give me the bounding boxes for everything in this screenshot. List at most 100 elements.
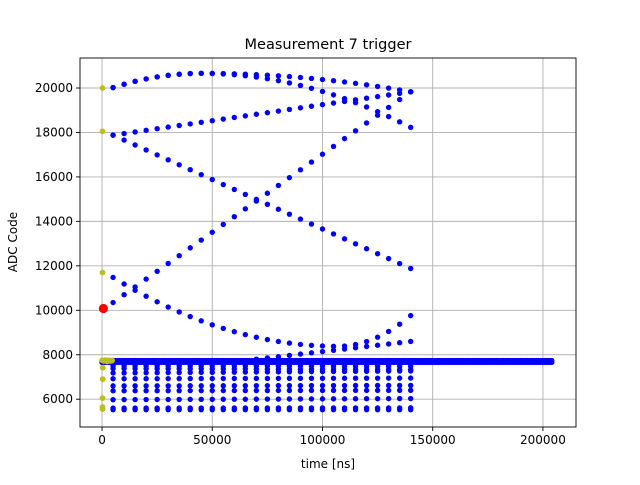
data-point	[374, 382, 381, 389]
data-point	[319, 375, 326, 381]
data-point	[187, 167, 193, 173]
data-point	[341, 98, 348, 105]
data-point	[374, 93, 381, 100]
data-point	[253, 369, 260, 375]
data-point	[319, 101, 326, 108]
data-point	[231, 328, 238, 335]
data-point	[352, 128, 359, 134]
data-point	[341, 406, 348, 413]
data-point	[143, 375, 149, 382]
data-point	[352, 97, 359, 103]
data-point	[341, 135, 348, 142]
data-point	[308, 350, 315, 356]
data-point	[220, 369, 226, 375]
pre-trigger-point	[99, 406, 106, 413]
data-point	[143, 147, 149, 153]
data-point	[209, 117, 215, 124]
data-point	[132, 383, 138, 389]
data-point	[341, 346, 348, 352]
data-point	[242, 396, 249, 402]
data-point	[330, 92, 337, 98]
data-point	[275, 382, 282, 389]
data-point	[297, 375, 304, 382]
data-point	[154, 299, 160, 305]
data-point	[198, 375, 204, 382]
data-point	[143, 406, 149, 413]
data-point	[297, 387, 304, 394]
data-point	[176, 387, 182, 394]
data-point	[330, 347, 337, 354]
data-point	[154, 126, 160, 132]
data-point	[396, 395, 403, 402]
y-tick-label: 10000	[35, 303, 73, 317]
data-point	[121, 376, 127, 382]
data-point	[264, 387, 271, 394]
data-point	[198, 70, 204, 77]
data-point	[187, 406, 193, 413]
data-point	[110, 376, 116, 382]
data-point	[407, 387, 414, 394]
data-point	[132, 370, 138, 376]
data-point	[385, 382, 392, 389]
pre-trigger-point	[99, 85, 106, 91]
data-point	[286, 80, 293, 86]
data-point	[363, 382, 370, 389]
data-point	[286, 369, 293, 375]
data-point	[385, 375, 392, 381]
data-point	[231, 396, 238, 402]
data-point	[363, 120, 370, 126]
data-point	[407, 368, 414, 374]
data-point	[198, 406, 204, 413]
data-point	[330, 375, 337, 381]
data-point	[220, 375, 226, 382]
data-point	[396, 119, 403, 125]
data-point	[330, 343, 337, 349]
data-point	[286, 387, 293, 394]
data-point	[308, 375, 315, 382]
data-point	[110, 370, 116, 376]
data-point	[385, 368, 392, 374]
data-point	[286, 340, 293, 346]
data-point	[176, 162, 182, 168]
y-axis-title: ADC Code	[6, 212, 20, 272]
data-point	[286, 106, 293, 113]
data-point	[363, 387, 370, 394]
data-point	[176, 252, 182, 259]
data-point	[198, 318, 204, 324]
data-point	[143, 76, 149, 82]
data-point	[220, 181, 226, 188]
data-point	[352, 368, 359, 375]
data-point	[165, 396, 171, 403]
data-point	[374, 375, 381, 381]
data-point	[132, 365, 138, 372]
data-point	[242, 369, 249, 375]
data-point	[154, 388, 160, 394]
data-point	[275, 73, 282, 79]
data-point	[176, 383, 182, 389]
data-point	[242, 206, 249, 212]
data-point	[275, 182, 282, 189]
data-point	[352, 406, 359, 413]
data-point	[132, 287, 138, 293]
data-point	[396, 90, 403, 97]
data-point	[242, 113, 249, 119]
data-point	[275, 108, 282, 114]
data-point	[264, 109, 271, 116]
data-point	[352, 241, 359, 247]
data-point	[286, 375, 293, 382]
data-point	[385, 113, 392, 120]
data-point	[187, 121, 193, 127]
data-point	[275, 369, 282, 375]
data-point	[363, 375, 370, 381]
data-point	[308, 159, 315, 165]
data-point	[374, 368, 381, 374]
data-point	[220, 325, 226, 332]
data-point	[330, 143, 337, 150]
data-point	[319, 88, 326, 95]
data-point	[319, 368, 326, 375]
y-tick-label: 12000	[35, 259, 73, 273]
data-point	[297, 369, 304, 375]
data-point	[154, 366, 160, 372]
data-point	[297, 351, 304, 357]
data-point	[363, 246, 370, 252]
